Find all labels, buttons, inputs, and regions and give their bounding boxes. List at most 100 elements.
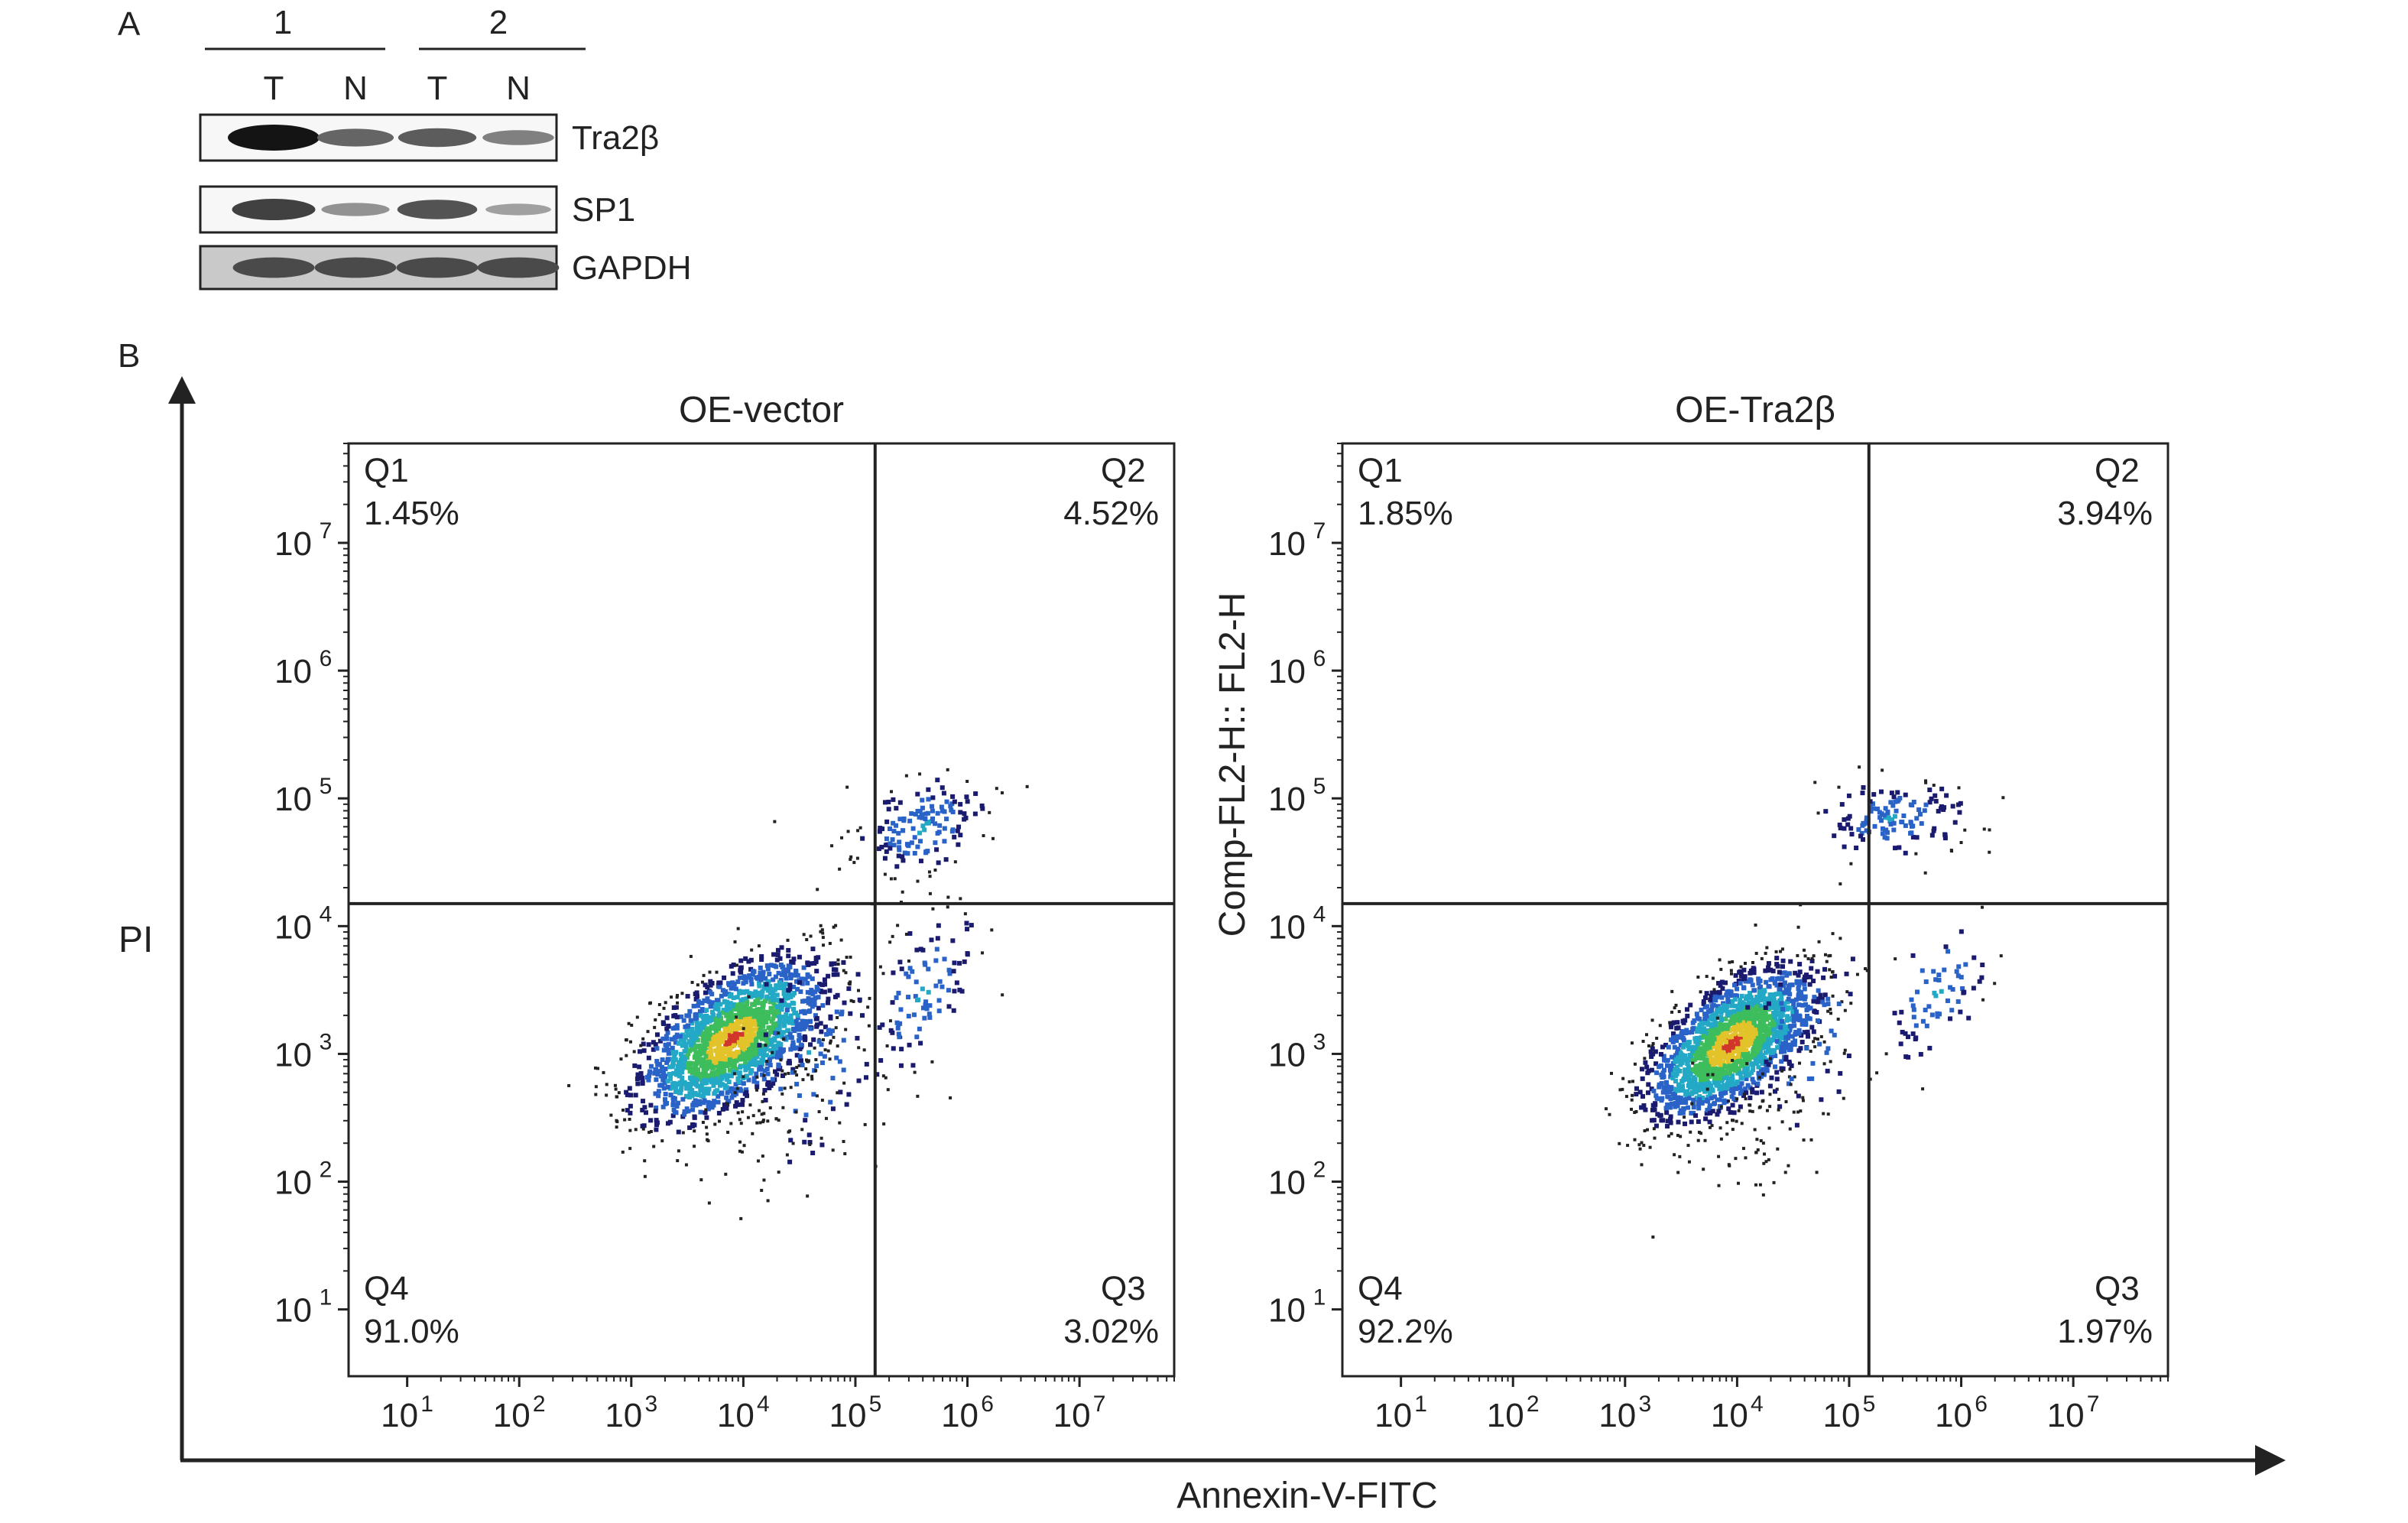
event-point (1774, 1070, 1780, 1075)
event-point (946, 967, 952, 973)
event-point (774, 1117, 778, 1121)
event-point (1811, 1029, 1816, 1034)
event-point (823, 982, 828, 987)
event-point (885, 1044, 889, 1047)
event-point (771, 1021, 777, 1027)
event-point (1707, 1087, 1712, 1093)
event-point (733, 1103, 738, 1109)
event-point (1705, 1108, 1710, 1113)
event-point (1828, 968, 1832, 972)
event-point (764, 994, 770, 999)
event-point (680, 1056, 685, 1061)
event-point (856, 1078, 862, 1083)
event-point (729, 1012, 734, 1017)
y-tick-label: 10 (274, 525, 312, 563)
event-point (750, 972, 755, 977)
event-point (725, 1064, 730, 1069)
event-point (1911, 800, 1916, 805)
event-point (1888, 800, 1894, 805)
blot-row-label: SP1 (572, 191, 635, 229)
event-point (1958, 800, 1963, 806)
event-point (638, 1049, 643, 1054)
event-point (803, 976, 808, 982)
event-point (888, 846, 893, 851)
event-point (946, 768, 949, 771)
event-point (837, 1059, 842, 1064)
event-point (786, 969, 791, 974)
event-point (1806, 1076, 1812, 1082)
event-point (781, 991, 787, 996)
event-point (787, 1159, 793, 1164)
event-point (755, 992, 760, 998)
event-point (660, 1139, 664, 1143)
event-point (1784, 1099, 1788, 1103)
event-point (767, 1042, 772, 1047)
event-point (642, 1105, 647, 1110)
event-point (723, 1034, 729, 1039)
event-point (954, 980, 959, 986)
event-point (803, 1037, 808, 1042)
event-point (1890, 803, 1896, 808)
event-point (1747, 1027, 1752, 1032)
event-point (779, 1031, 784, 1037)
event-point (1923, 979, 1929, 985)
event-point (1749, 1034, 1754, 1039)
panel-title: OE-vector (679, 390, 844, 430)
event-point (737, 1003, 742, 1008)
event-point (949, 1096, 952, 1099)
event-point (894, 995, 899, 1000)
event-point (901, 858, 906, 863)
event-point (1769, 1000, 1774, 1005)
event-point (635, 1081, 641, 1086)
event-point (797, 1064, 801, 1067)
event-point (907, 966, 913, 971)
event-point (1800, 1021, 1805, 1027)
event-point (693, 1016, 698, 1021)
event-point (965, 952, 970, 957)
event-point (745, 989, 750, 994)
event-point (1758, 1068, 1764, 1073)
event-point (647, 1073, 652, 1079)
event-point (1665, 1057, 1670, 1063)
event-point (653, 1042, 658, 1047)
event-point (788, 1138, 793, 1143)
event-point (1816, 1038, 1819, 1041)
event-point (1745, 1005, 1751, 1010)
event-point (1842, 817, 1847, 822)
event-point (1785, 990, 1790, 995)
event-point (1735, 1054, 1741, 1059)
event-point (734, 1058, 739, 1064)
event-point (657, 1069, 663, 1074)
event-point (860, 1013, 865, 1018)
event-point (1716, 1032, 1722, 1038)
event-point (693, 1145, 696, 1148)
panel-y-axis-label: Comp-FL2-H:: FL2-H (1212, 593, 1253, 937)
event-point (771, 1001, 777, 1006)
event-point (605, 1083, 608, 1086)
event-point (680, 1080, 686, 1085)
event-point (1878, 818, 1884, 823)
event-point (877, 1025, 882, 1030)
event-point (889, 877, 893, 881)
event-point (742, 1041, 747, 1046)
event-point (1884, 836, 1890, 841)
event-point (1805, 1034, 1810, 1039)
event-point (1718, 1054, 1723, 1059)
event-point (1709, 993, 1714, 999)
event-point (771, 991, 776, 996)
event-point (657, 1012, 661, 1016)
event-point (743, 979, 748, 985)
event-point (1777, 987, 1783, 992)
event-point (721, 1046, 726, 1051)
event-point (866, 1005, 870, 1009)
event-point (810, 976, 815, 982)
event-point (1693, 1064, 1699, 1069)
event-point (1764, 1059, 1769, 1064)
event-point (1959, 975, 1964, 980)
event-point (1788, 959, 1793, 964)
event-point (1677, 1010, 1681, 1014)
event-point (691, 1039, 696, 1044)
event-point (703, 1054, 709, 1059)
event-point (733, 986, 738, 992)
event-point (1701, 1047, 1706, 1052)
